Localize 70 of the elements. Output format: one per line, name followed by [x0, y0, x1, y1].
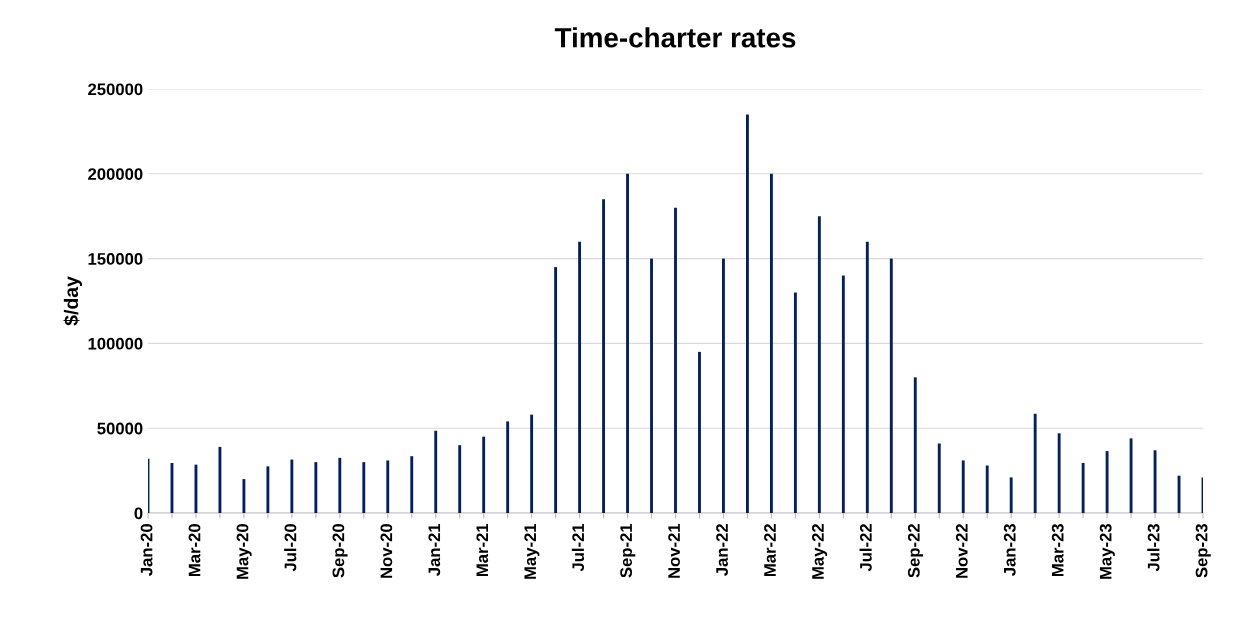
bar	[290, 459, 294, 513]
x-tick-label: May-21	[524, 523, 540, 579]
bar	[889, 258, 893, 513]
bar	[506, 421, 510, 513]
bar	[434, 430, 438, 513]
x-tick-label: Sep-23	[1195, 524, 1211, 578]
bar	[554, 267, 558, 513]
bar	[769, 173, 773, 513]
x-tick-label: Jul-23	[1147, 524, 1160, 572]
bar	[985, 465, 989, 513]
bar	[1129, 438, 1133, 513]
x-tick-label: Mar-23	[1051, 524, 1064, 577]
chart-title: Time-charter rates	[554, 27, 796, 48]
x-tick-label: May-20	[236, 524, 252, 579]
y-tick-label: 0	[134, 507, 143, 520]
x-tick-label: Nov-22	[955, 524, 968, 578]
x-tick-label: May-23	[1099, 524, 1115, 579]
x-tick-label: Jul-22	[859, 524, 872, 572]
bar	[817, 216, 821, 513]
x-tick-label: Jul-20	[284, 524, 297, 572]
bar	[1081, 462, 1085, 513]
bar	[410, 456, 414, 513]
bar	[242, 479, 246, 513]
bar	[482, 436, 486, 513]
bar	[698, 351, 701, 513]
x-tick-label: Jan-22	[716, 524, 728, 576]
bar	[578, 241, 582, 513]
y-tick-label: 200000	[88, 168, 143, 180]
x-tick-label: Sep-21	[620, 523, 636, 578]
y-tick-label: 50000	[97, 422, 143, 435]
x-tick-label: Mar-22	[764, 524, 776, 577]
x-tick-label: Mar-20	[188, 524, 201, 577]
y-axis-title: $/day	[63, 276, 82, 326]
bar	[338, 457, 342, 513]
bar	[386, 460, 390, 513]
bar	[362, 462, 366, 513]
bar	[865, 241, 869, 513]
bar	[722, 258, 725, 513]
bar	[961, 460, 965, 513]
y-tick-label: 150000	[88, 253, 143, 265]
bar	[314, 462, 318, 513]
bar	[218, 446, 222, 513]
x-tick-label: Jan-23	[1003, 524, 1016, 576]
bar	[1033, 413, 1037, 513]
x-tick-label: Jan-21	[428, 523, 441, 576]
bar	[626, 173, 629, 513]
bar	[913, 377, 917, 513]
bar	[745, 114, 749, 513]
bar	[650, 258, 653, 513]
x-tick-label: Mar-21	[476, 523, 489, 577]
y-tick-label: 250000	[88, 83, 143, 96]
bar	[841, 275, 845, 513]
bar	[530, 414, 534, 513]
y-tick-label: 100000	[88, 337, 143, 350]
x-tick-label: May-22	[812, 524, 828, 579]
bar	[458, 445, 462, 513]
bar	[674, 207, 677, 513]
bar	[266, 466, 270, 513]
x-tick-label: Nov-21	[668, 523, 680, 578]
x-tick-label: Jul-21	[571, 523, 585, 572]
bar	[1105, 451, 1109, 513]
x-tick-label: Sep-20	[332, 524, 348, 578]
x-tick-label: Jan-20	[140, 524, 153, 576]
bar	[1009, 477, 1013, 513]
x-tick-label: Nov-20	[380, 524, 393, 578]
x-tick-label: Sep-22	[907, 524, 924, 578]
bar	[1057, 433, 1061, 513]
bar	[602, 199, 606, 513]
bar	[793, 292, 797, 513]
bar	[937, 443, 941, 513]
